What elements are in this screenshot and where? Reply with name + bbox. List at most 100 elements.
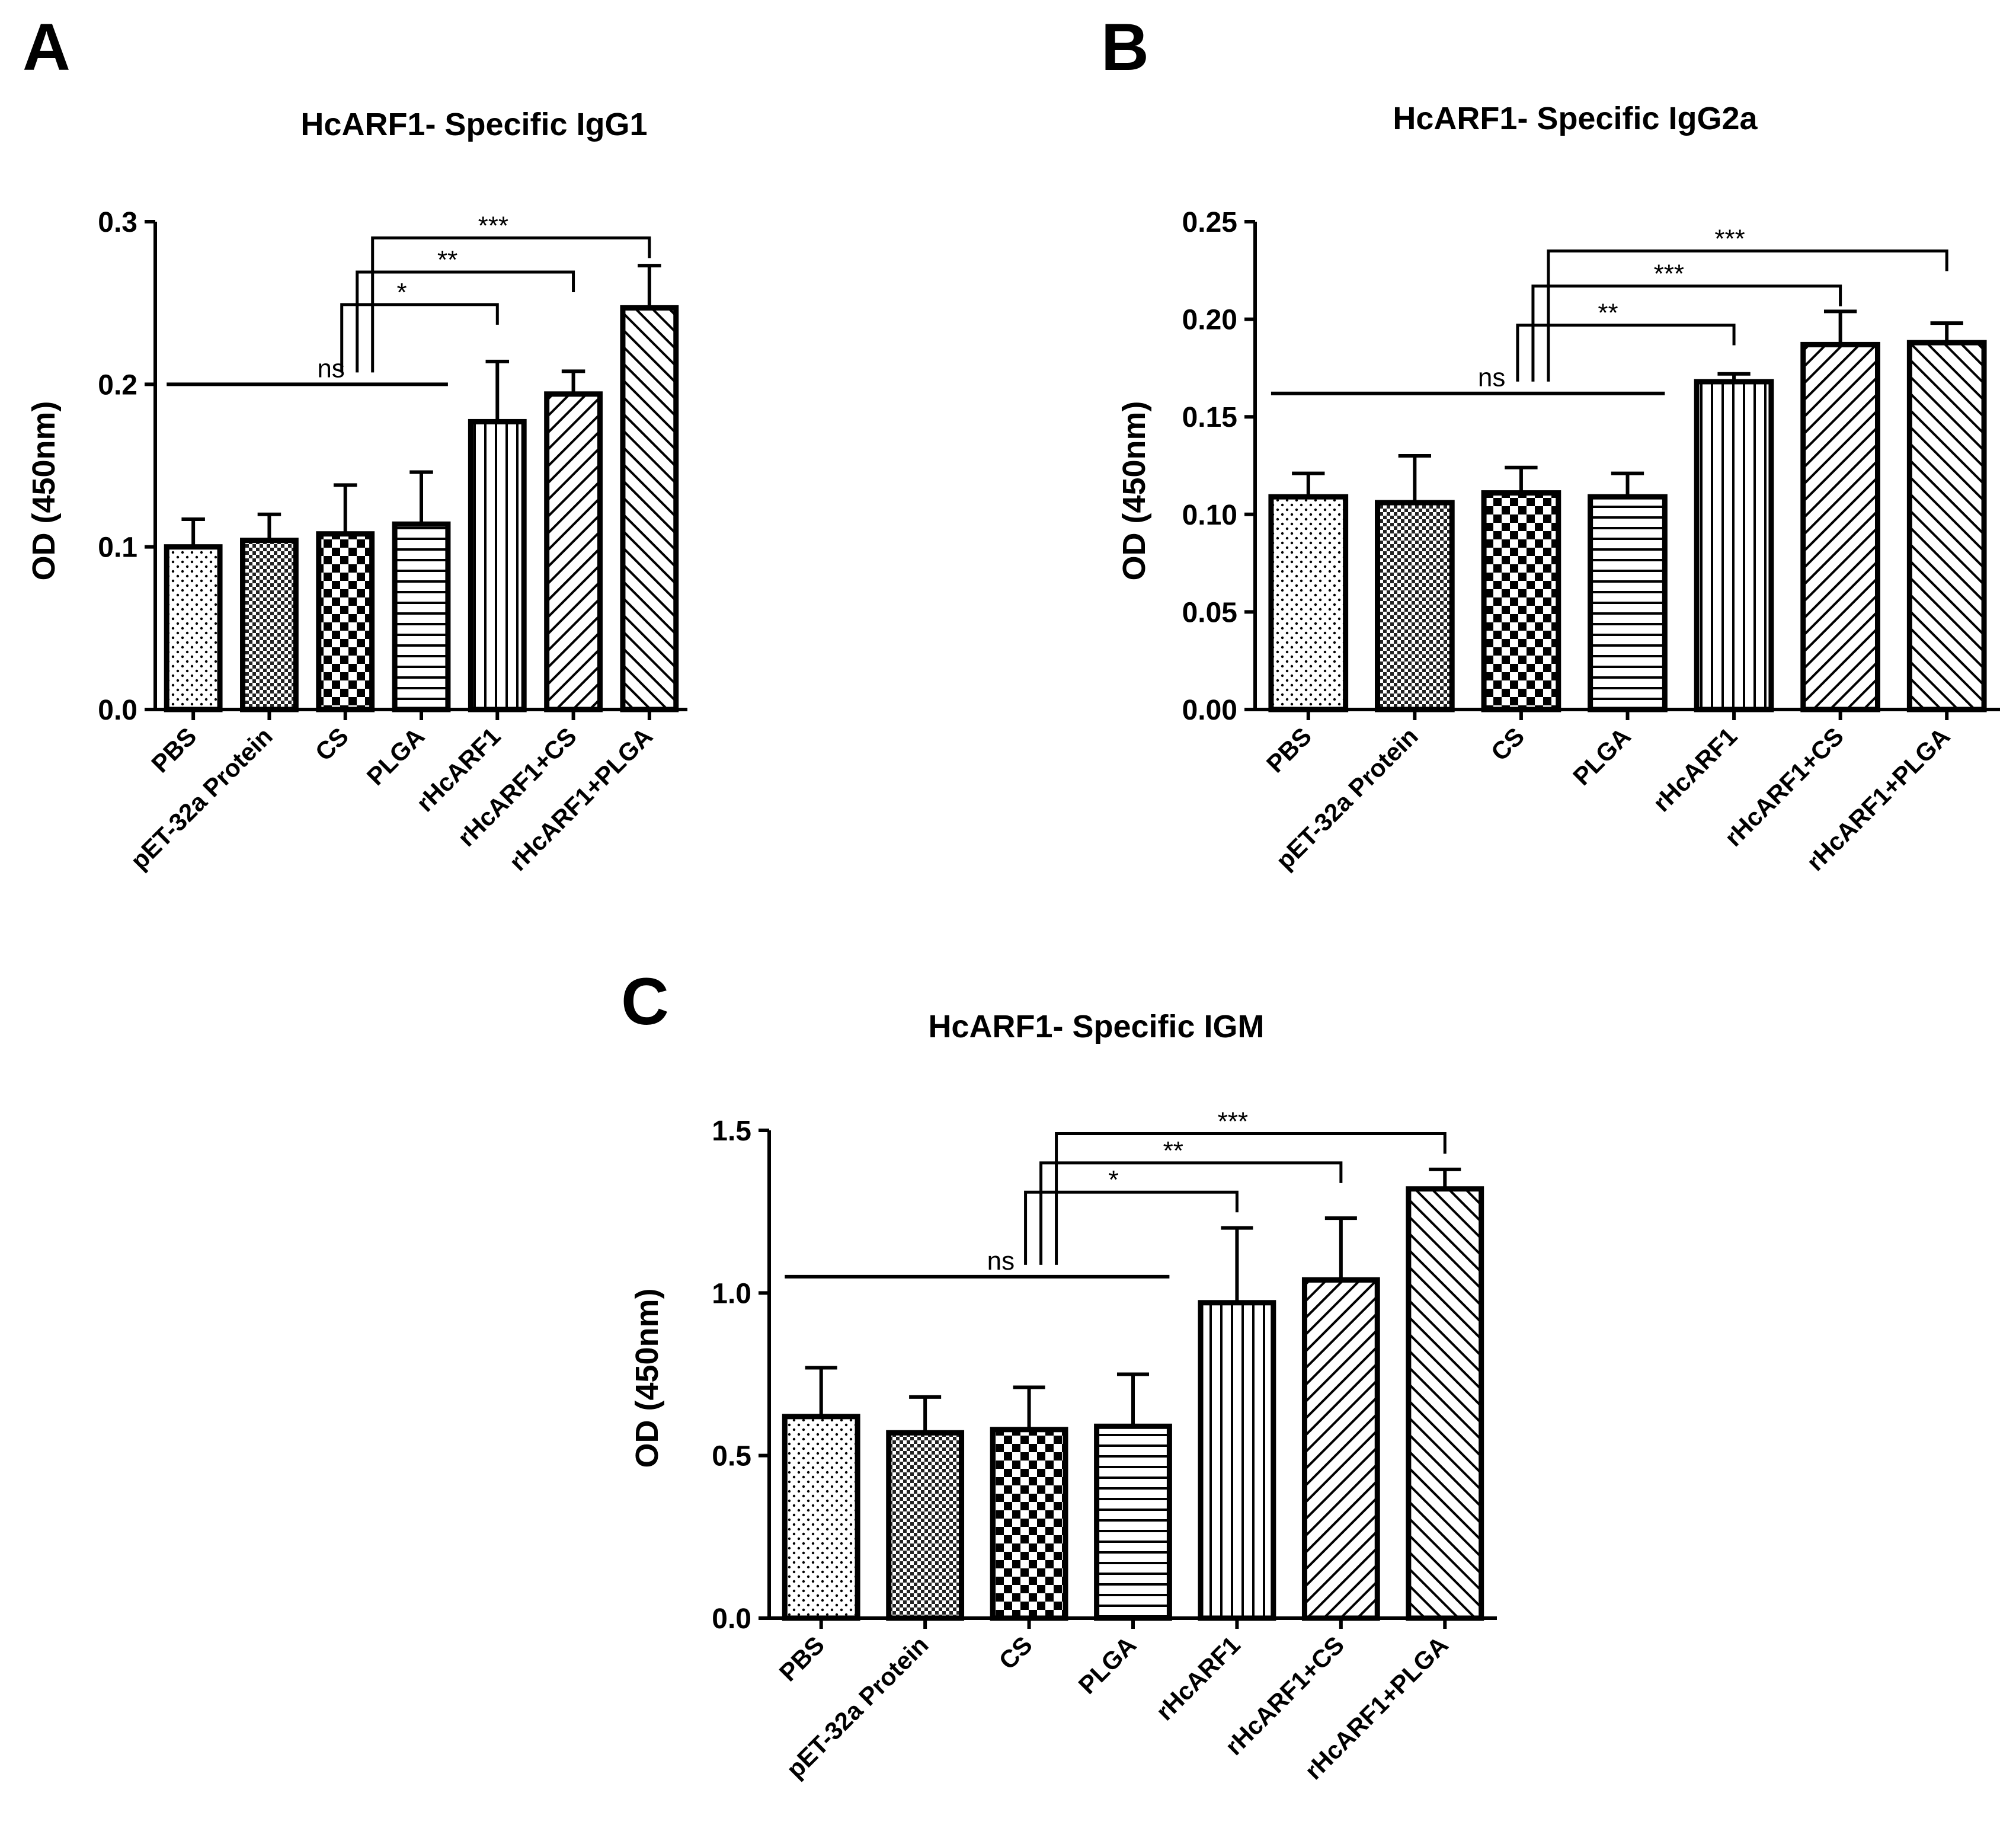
significance-label: ***: [1714, 224, 1745, 253]
y-tick-label: 0.25: [1182, 207, 1237, 238]
error-bar: [485, 359, 510, 420]
x-tick-label: PLGA: [1073, 1631, 1142, 1699]
x-tick-label: rHcARF1+PLGA: [504, 722, 658, 876]
y-tick-label: 0.20: [1182, 305, 1237, 336]
bar-plga: [392, 521, 451, 712]
y-tick-label: 0.0: [98, 695, 137, 726]
bar-pbs: [164, 544, 223, 712]
bar-rhcarf1-plga: [1406, 1186, 1484, 1621]
bar-rhcarf1-cs: [544, 391, 603, 712]
error-bar: [1717, 372, 1751, 379]
significance-bracket: [1024, 1190, 1239, 1265]
significance-label: **: [437, 245, 457, 274]
y-tick-label: 0.2: [98, 369, 137, 401]
significance-label: **: [1598, 298, 1618, 327]
bar-rhcarf1: [1694, 379, 1774, 712]
panel-letter: B: [1101, 10, 1149, 84]
error-bar: [409, 470, 433, 522]
y-tick-label: 0.1: [98, 532, 137, 564]
x-tick-label: pET-32a Protein: [125, 722, 278, 875]
significance-label: ***: [1654, 260, 1684, 289]
x-tick-label: PLGA: [361, 722, 430, 791]
y-tick-label: 0.3: [98, 207, 137, 238]
significance-label: ns: [987, 1247, 1015, 1276]
bar-plga: [1588, 494, 1668, 712]
x-tick-label: rHcARF1: [1150, 1631, 1245, 1725]
y-tick-label: 0.0: [712, 1603, 751, 1635]
chart-title: HcARF1- Specific IgG1: [300, 107, 647, 142]
panel-c: C HcARF1- Specific IGM OD (450nm) 0.0 0.5…: [621, 964, 1497, 1785]
significance-bracket: [1547, 249, 1948, 382]
error-bar: [805, 1366, 837, 1414]
error-bar: [1611, 471, 1644, 495]
y-tick-label: 0.05: [1182, 597, 1237, 628]
error-bar: [1505, 465, 1538, 491]
error-bar: [638, 264, 661, 306]
significance-label: *: [1108, 1165, 1118, 1194]
significance-bracket: [1055, 1132, 1447, 1265]
significance-bracket: [371, 236, 651, 373]
error-bar: [561, 369, 585, 392]
bar-pet-32a-protein: [240, 538, 299, 712]
bar-rhcarf1-plga: [620, 305, 679, 712]
bar-pbs: [782, 1414, 860, 1621]
bar-pbs: [1268, 494, 1349, 712]
error-bar: [909, 1395, 942, 1431]
bar-pet-32a-protein: [1375, 500, 1455, 712]
error-bar: [1221, 1226, 1253, 1300]
y-tick-label: 1.0: [712, 1278, 751, 1309]
x-tick-label: PBS: [774, 1631, 830, 1686]
significance-label: **: [1163, 1136, 1183, 1165]
panel-letter: C: [621, 964, 669, 1038]
x-tick-label: CS: [310, 722, 354, 766]
significance-bracket: [356, 270, 575, 373]
significance-bracket: [1531, 285, 1842, 382]
error-bar: [333, 483, 357, 532]
bar-plga: [1094, 1423, 1172, 1621]
error-bar: [257, 512, 281, 538]
panel-letter: A: [23, 10, 71, 84]
y-tick-label: 0.00: [1182, 695, 1237, 726]
significance-label: ***: [478, 211, 508, 240]
chart-title: HcARF1- Specific IgG2a: [1393, 101, 1758, 136]
x-tick-label: PBS: [1261, 722, 1317, 778]
significance-label: ns: [1478, 363, 1505, 392]
error-bar: [1116, 1372, 1150, 1424]
y-tick-label: 0.5: [712, 1441, 751, 1472]
significance-label: ***: [1218, 1107, 1248, 1136]
error-bar: [1324, 1216, 1357, 1278]
error-bar: [1930, 321, 1963, 341]
bar-rhcarf1-cs: [1301, 1277, 1380, 1621]
bar-rhcarf1: [468, 418, 527, 712]
x-tick-label: CS: [993, 1631, 1038, 1675]
x-tick-label: CS: [1486, 722, 1530, 766]
significance-bracket: [1516, 323, 1736, 382]
bar-rhcarf1-cs: [1800, 341, 1880, 712]
y-axis-label: OD (450nm): [1116, 401, 1152, 580]
chart-title: HcARF1- Specific IGM: [928, 1009, 1264, 1044]
bar-rhcarf1-plga: [1906, 340, 1987, 712]
bar-rhcarf1: [1198, 1300, 1276, 1621]
x-tick-label: PBS: [146, 722, 201, 778]
y-tick-label: 1.5: [712, 1116, 751, 1147]
y-tick-label: 0.10: [1182, 500, 1237, 531]
y-axis-label: OD (450nm): [26, 401, 62, 580]
error-bar: [181, 517, 205, 545]
panel-b: B HcARF1- Specific IgG2a OD (450nm) 0.00…: [1101, 10, 2000, 876]
y-axis-label: OD (450nm): [629, 1288, 665, 1468]
x-tick-label: PLGA: [1567, 722, 1636, 791]
y-tick-label: 0.15: [1182, 402, 1237, 433]
bar-cs: [1481, 490, 1561, 712]
significance-label: ns: [317, 354, 344, 383]
x-tick-label: rHcARF1: [1647, 722, 1742, 817]
significance-bracket: [1039, 1161, 1343, 1265]
significance-label: *: [396, 278, 407, 307]
error-bar: [1823, 309, 1857, 343]
panel-a: A HcARF1- Specific IgG1 OD (450nm) 0.00.…: [23, 10, 687, 876]
error-bar: [1292, 471, 1325, 495]
error-bar: [1429, 1167, 1461, 1187]
